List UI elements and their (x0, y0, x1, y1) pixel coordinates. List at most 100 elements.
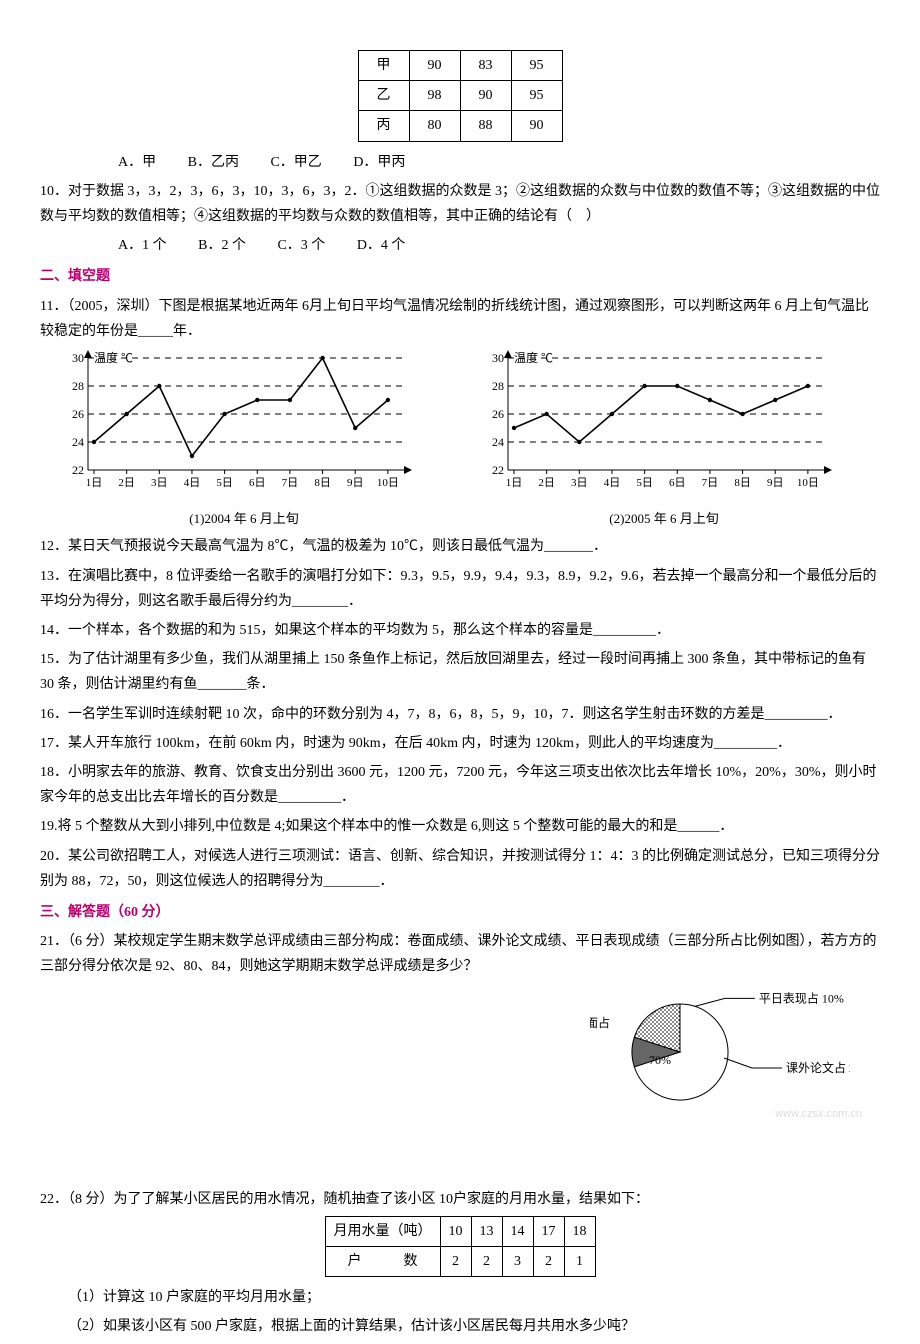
opt-a: A．1 个 (118, 233, 167, 258)
cell: 90 (460, 81, 511, 111)
q13: 13．在演唱比赛中，8 位评委给一名歌手的演唱打分如下：9.3，9.5，9.9，… (40, 564, 880, 614)
svg-text:26: 26 (492, 407, 504, 421)
cell: 甲 (358, 51, 409, 81)
svg-text:10日: 10日 (377, 477, 399, 489)
q15: 15．为了估计湖里有多少鱼，我们从湖里捕上 150 条鱼作上标记，然后放回湖里去… (40, 647, 880, 697)
svg-text:28: 28 (492, 379, 504, 393)
opt-d: D．4 个 (357, 233, 406, 258)
cell: 2 (533, 1247, 564, 1277)
cell: 3 (502, 1247, 533, 1277)
top-table: 甲908395 乙989095 丙808890 (358, 50, 563, 142)
q22-sub2: （2）如果该小区有 500 户家庭，根据上面的计算结果，估计该小区居民每月共用水… (40, 1314, 880, 1339)
svg-text:22: 22 (72, 463, 84, 477)
svg-text:3日: 3日 (571, 477, 588, 489)
svg-text:10日: 10日 (797, 477, 819, 489)
q10-text: 10．对于数据 3，3，2，3，6，3，10，3，6，3，2．①这组数据的众数是… (40, 179, 880, 229)
q17: 17．某人开车旅行 100km，在前 60km 内，时速为 90km，在后 40… (40, 731, 880, 756)
cell: 10 (440, 1216, 471, 1246)
svg-text:9日: 9日 (347, 477, 364, 489)
cell: 2 (471, 1247, 502, 1277)
q11: 11．（2005，深圳）下图是根据某地近两年 6月上旬日平均气温情况绘制的折线统… (40, 294, 880, 344)
svg-text:22: 22 (492, 463, 504, 477)
opt-c: C．甲乙 (270, 150, 321, 175)
q19: 19.将 5 个整数从大到小排列,中位数是 4;如果这个样本中的惟一众数是 6,… (40, 814, 880, 839)
svg-text:5日: 5日 (636, 477, 653, 489)
cell: 13 (471, 1216, 502, 1246)
svg-text:2日: 2日 (538, 477, 555, 489)
pie-chart-wrap: 卷面占 70% 平日表现占 10% 课外论文占 20% (40, 987, 880, 1126)
cell: 丙 (358, 111, 409, 141)
svg-text:24: 24 (492, 435, 504, 449)
cell: 17 (533, 1216, 564, 1246)
chart-2004: 22 24 26 28 30 温度 ℃ 1日 2日 3日 4日 5日 6日 7日 8日 9日 10日 (1)2… (54, 348, 434, 531)
chart-2005-caption: (2)2005 年 6 月上旬 (474, 507, 854, 530)
svg-text:8日: 8日 (734, 477, 751, 489)
cell: 88 (460, 111, 511, 141)
q22: 22．（8 分）为了了解某小区居民的用水情况，随机抽查了该小区 10户家庭的月用… (40, 1187, 880, 1212)
opt-b: B．2 个 (198, 233, 246, 258)
cell: 90 (511, 111, 562, 141)
q21: 21．（6 分）某校规定学生期末数学总评成绩由三部分构成：卷面成绩、课外论文成绩… (40, 929, 880, 979)
pie-chart-svg: 卷面占 70% 平日表现占 10% 课外论文占 20% (590, 987, 850, 1117)
svg-text:6日: 6日 (669, 477, 686, 489)
q22-table-wrap: 月用水量（吨） 10 13 14 17 18 户 数 2 2 3 2 1 (40, 1216, 880, 1277)
svg-text:7日: 7日 (282, 477, 299, 489)
svg-text:70%: 70% (649, 1053, 671, 1067)
top-table-wrap: 甲908395 乙989095 丙808890 (40, 50, 880, 142)
chart-2004-svg: 22 24 26 28 30 温度 ℃ 1日 2日 3日 4日 5日 6日 7日 8日 9日 10日 (54, 348, 414, 498)
cell: 95 (511, 81, 562, 111)
svg-text:5日: 5日 (216, 477, 233, 489)
chart-2005-svg: 2224262830温度 ℃1日2日3日4日5日6日7日8日9日10日 (474, 348, 834, 498)
svg-text:4日: 4日 (184, 477, 201, 489)
svg-text:9日: 9日 (767, 477, 784, 489)
opt-d: D．甲丙 (353, 150, 405, 175)
svg-text:28: 28 (72, 379, 84, 393)
q20: 20．某公司欲招聘工人，对候选人进行三项测试：语言、创新、综合知识，并按测试得分… (40, 844, 880, 894)
svg-text:2日: 2日 (118, 477, 135, 489)
q9-options: A．甲 B．乙丙 C．甲乙 D．甲丙 (40, 150, 880, 175)
chart-2005: 2224262830温度 ℃1日2日3日4日5日6日7日8日9日10日 (2)2… (474, 348, 854, 531)
q14: 14．一个样本，各个数据的和为 515，如果这个样本的平均数为 5，那么这个样本… (40, 618, 880, 643)
q16: 16．一名学生军训时连续射靶 10 次，命中的环数分别为 4，7，8，6，8，5… (40, 702, 880, 727)
charts-row: 22 24 26 28 30 温度 ℃ 1日 2日 3日 4日 5日 6日 7日 8日 9日 10日 (1)2… (54, 348, 880, 531)
svg-text:24: 24 (72, 435, 84, 449)
cell: 90 (409, 51, 460, 81)
opt-c: C．3 个 (277, 233, 325, 258)
svg-text:1日: 1日 (506, 477, 523, 489)
cell: 2 (440, 1247, 471, 1277)
svg-text:30: 30 (72, 351, 84, 365)
svg-text:课外论文占 20%: 课外论文占 20% (786, 1060, 850, 1075)
cell: 83 (460, 51, 511, 81)
cell: 80 (409, 111, 460, 141)
svg-text:8日: 8日 (314, 477, 331, 489)
opt-b: B．乙丙 (188, 150, 239, 175)
q22-table: 月用水量（吨） 10 13 14 17 18 户 数 2 2 3 2 1 (325, 1216, 596, 1277)
cell: 98 (409, 81, 460, 111)
q10-options: A．1 个 B．2 个 C．3 个 D．4 个 (40, 233, 880, 258)
section-3-heading: 三、解答题（60 分） (40, 900, 880, 925)
svg-text:26: 26 (72, 407, 84, 421)
section-2-heading: 二、填空题 (40, 264, 880, 289)
svg-text:6日: 6日 (249, 477, 266, 489)
svg-text:卷面占: 卷面占 (590, 1015, 610, 1030)
q12: 12．某日天气预报说今天最高气温为 8℃，气温的极差为 10℃，则该日最低气温为… (40, 534, 880, 559)
svg-text:平日表现占 10%: 平日表现占 10% (759, 991, 844, 1006)
svg-text:30: 30 (492, 351, 504, 365)
cell: 1 (564, 1247, 595, 1277)
svg-text:4日: 4日 (604, 477, 621, 489)
q10: 10．对于数据 3，3，2，3，6，3，10，3，6，3，2．①这组数据的众数是… (40, 179, 880, 229)
q22-sub1: （1）计算这 10 户家庭的平均月用水量； (40, 1285, 880, 1310)
cell: 月用水量（吨） (325, 1216, 440, 1246)
svg-text:温度 ℃: 温度 ℃ (94, 350, 133, 365)
q18: 18．小明家去年的旅游、教育、饮食支出分别出 3600 元，1200 元，720… (40, 760, 880, 810)
svg-text:3日: 3日 (151, 477, 168, 489)
opt-a: A．甲 (118, 150, 156, 175)
cell: 14 (502, 1216, 533, 1246)
cell: 乙 (358, 81, 409, 111)
cell: 18 (564, 1216, 595, 1246)
cell: 户 数 (325, 1247, 440, 1277)
cell: 95 (511, 51, 562, 81)
chart-2004-caption: (1)2004 年 6 月上旬 (54, 507, 434, 530)
svg-text:温度 ℃: 温度 ℃ (514, 350, 553, 365)
svg-text:1日: 1日 (86, 477, 103, 489)
